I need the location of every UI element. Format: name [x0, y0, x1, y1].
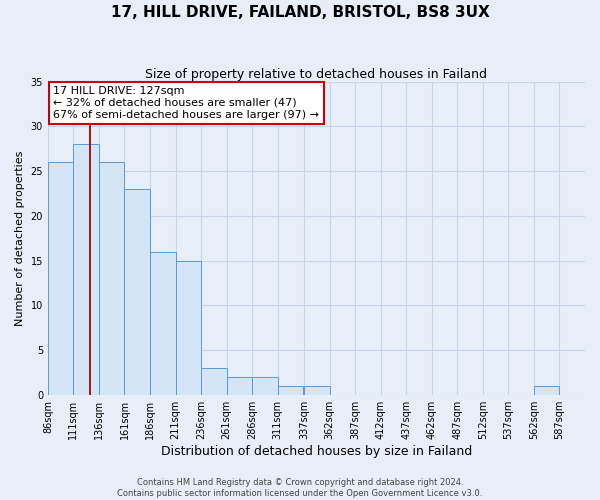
Bar	[150, 252, 176, 394]
Bar	[278, 386, 303, 394]
Bar	[124, 189, 150, 394]
Bar	[176, 260, 201, 394]
Bar	[304, 386, 330, 394]
Bar	[227, 377, 252, 394]
Title: Size of property relative to detached houses in Failand: Size of property relative to detached ho…	[145, 68, 487, 80]
Text: 17 HILL DRIVE: 127sqm
← 32% of detached houses are smaller (47)
67% of semi-deta: 17 HILL DRIVE: 127sqm ← 32% of detached …	[53, 86, 319, 120]
Bar	[73, 144, 99, 394]
Bar	[48, 162, 73, 394]
Bar	[534, 386, 559, 394]
Bar	[252, 377, 278, 394]
Bar	[99, 162, 124, 394]
Text: 17, HILL DRIVE, FAILAND, BRISTOL, BS8 3UX: 17, HILL DRIVE, FAILAND, BRISTOL, BS8 3U…	[110, 5, 490, 20]
Text: Contains HM Land Registry data © Crown copyright and database right 2024.
Contai: Contains HM Land Registry data © Crown c…	[118, 478, 482, 498]
Y-axis label: Number of detached properties: Number of detached properties	[15, 150, 25, 326]
Bar	[201, 368, 227, 394]
X-axis label: Distribution of detached houses by size in Failand: Distribution of detached houses by size …	[161, 444, 472, 458]
